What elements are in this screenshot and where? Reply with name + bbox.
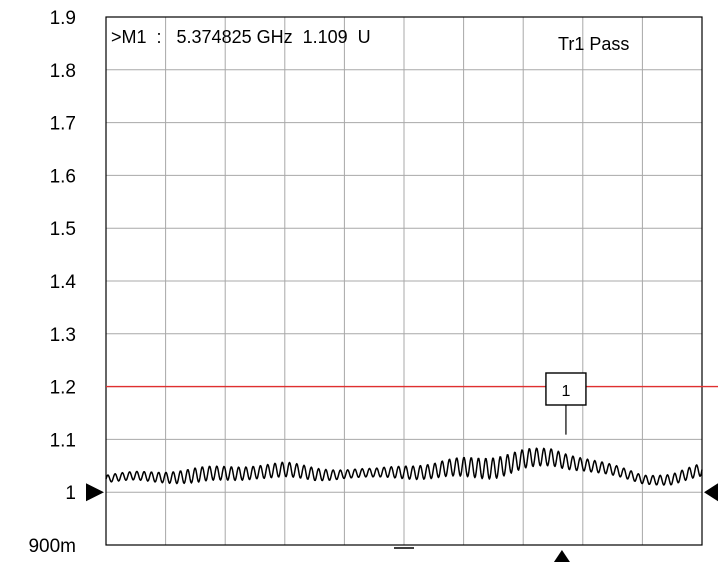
grid bbox=[105, 16, 703, 546]
marker-label: 1 bbox=[561, 383, 570, 400]
y-tick-label: 1.2 bbox=[50, 378, 76, 399]
y-tick-label: 1.1 bbox=[50, 430, 76, 451]
y-tick-label: 1.5 bbox=[50, 219, 76, 240]
y-tick-labels: 1.9 1.8 1.7 1.6 1.5 1.4 1.3 1.2 1.1 1 900m bbox=[28, 8, 76, 557]
plot-frame bbox=[105, 16, 703, 546]
marker-group: 1 bbox=[86, 372, 718, 562]
trace-group bbox=[105, 447, 703, 486]
y-tick-label: 1.3 bbox=[50, 325, 76, 346]
trace-line bbox=[105, 447, 703, 486]
y-tick-label: 1.7 bbox=[50, 114, 76, 135]
y-tick-label: 1.6 bbox=[50, 166, 76, 187]
y-tick-label: 1.4 bbox=[50, 272, 77, 293]
y-tick-label: 1.9 bbox=[50, 8, 76, 29]
marker-position-indicator bbox=[553, 550, 570, 562]
y-tick-label: 900m bbox=[28, 536, 76, 557]
pass-status: Tr1 Pass bbox=[558, 34, 629, 54]
marker-box bbox=[545, 372, 587, 406]
y-tick-label: 1 bbox=[65, 483, 76, 504]
y-tick-label: 1.8 bbox=[50, 61, 76, 82]
reference-arrow-left bbox=[86, 483, 104, 502]
reference-arrow-right bbox=[704, 483, 718, 502]
annotations: >M1 : 5.374825 GHz 1.109 U Tr1 Pass bbox=[111, 27, 629, 54]
marker-readout: >M1 : 5.374825 GHz 1.109 U bbox=[111, 27, 371, 47]
